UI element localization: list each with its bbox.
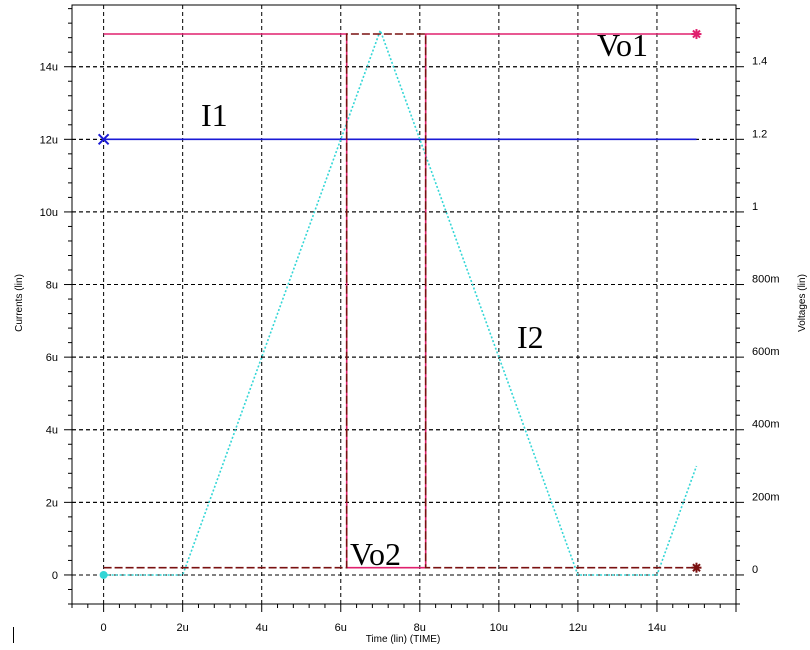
y-left-tick-label: 14u xyxy=(40,62,58,74)
annotation-vo2: Vo2 xyxy=(350,536,401,572)
x-tick-label: 6u xyxy=(335,622,347,634)
text-cursor xyxy=(13,627,14,643)
plot-frame xyxy=(64,4,744,612)
y-right-tick-label: 1 xyxy=(752,201,758,213)
y-right-tick-label: 1.4 xyxy=(752,56,767,68)
series-line-vo2 xyxy=(103,33,697,569)
series-line-i2 xyxy=(103,28,698,576)
y-right-tick-label: 600m xyxy=(752,346,780,358)
x-tick-label: 12u xyxy=(569,622,587,634)
x-axis-title: Time (lin) (TIME) xyxy=(366,634,441,645)
annotation-i2: I2 xyxy=(517,319,544,355)
y-left-tick-label: 2u xyxy=(46,497,58,509)
series-layer xyxy=(97,28,702,579)
y-left-tick-label: 8u xyxy=(46,280,58,292)
marker-i2 xyxy=(99,570,108,579)
y-left-tick-label: 6u xyxy=(46,352,58,364)
marker-i1 xyxy=(97,133,110,146)
y-right-tick-label: 0 xyxy=(752,564,758,576)
marker-vo2 xyxy=(691,562,702,573)
series-line-vo1 xyxy=(103,33,697,569)
plot-border xyxy=(71,4,737,605)
y-left-tick-label: 4u xyxy=(46,425,58,437)
y-right-tick-label: 400m xyxy=(752,419,780,431)
x-tick-label: 8u xyxy=(414,622,426,634)
y-right-tick-label: 1.2 xyxy=(752,128,767,140)
x-tick-label: 2u xyxy=(177,622,189,634)
marker-vo2-stroke xyxy=(692,563,701,572)
grid xyxy=(72,5,736,604)
y-right-tick-label: 200m xyxy=(752,491,780,503)
right-axis-title: Voltages (lin) xyxy=(797,274,808,332)
marker-vo1 xyxy=(691,29,702,40)
x-tick-label: 4u xyxy=(256,622,268,634)
tick-labels: 0 2u 4u 6u 8u 10u 12u 14u 0 2u 4u 6u 8u 10u 12u 14u 0 200… xyxy=(40,56,780,634)
left-axis-title: Currents (lin) xyxy=(14,274,25,332)
x-tick-label: 0 xyxy=(101,622,107,634)
x-tick-label: 10u xyxy=(490,622,508,634)
y-left-tick-label: 0 xyxy=(52,570,58,582)
annotation-i1: I1 xyxy=(201,97,228,133)
y-left-tick-label: 10u xyxy=(40,207,58,219)
marker-vo1-stroke xyxy=(692,29,701,39)
annotation-vo1: Vo1 xyxy=(597,27,648,63)
marker-i1-stroke xyxy=(97,133,110,146)
y-right-tick-label: 800m xyxy=(752,274,780,286)
y-left-tick-label: 12u xyxy=(40,134,58,146)
x-tick-label: 14u xyxy=(648,622,666,634)
